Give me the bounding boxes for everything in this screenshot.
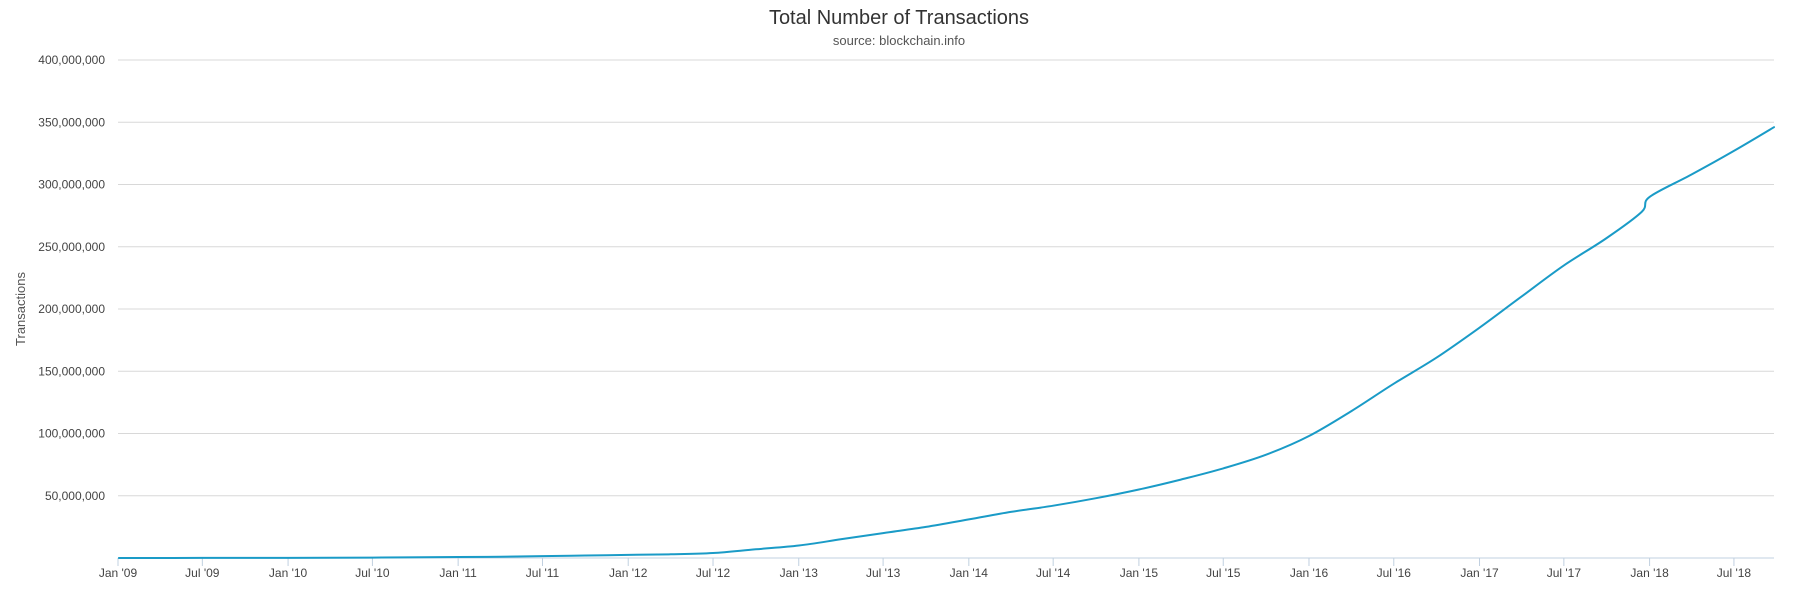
y-axis-title: Transactions [13, 272, 28, 346]
data-point [1479, 327, 1481, 329]
data-point [1393, 383, 1395, 385]
data-point [201, 557, 203, 559]
series-group [117, 126, 1775, 559]
x-tick-label: Jan '11 [439, 566, 477, 580]
x-tick-label: Jul '12 [696, 566, 731, 580]
x-tick-label: Jan '18 [1630, 566, 1669, 580]
gridlines [118, 59, 1774, 497]
y-tick-label: 100,000,000 [38, 427, 105, 441]
data-point [118, 557, 120, 559]
data-point [1563, 264, 1565, 266]
data-point [371, 557, 373, 559]
data-point [1606, 237, 1608, 239]
data-point [1052, 505, 1054, 507]
x-tick-label: Jul '14 [1036, 566, 1071, 580]
data-point [457, 556, 459, 558]
y-tick-label: 400,000,000 [38, 53, 105, 67]
data-point [1691, 174, 1693, 176]
x-tick-label: Jan '14 [950, 566, 989, 580]
x-tick-label: Jul '11 [526, 566, 560, 580]
data-point [584, 555, 586, 557]
data-point [1265, 454, 1267, 456]
data-point [840, 538, 842, 540]
x-tick-label: Jan '10 [269, 566, 308, 580]
y-tick-label: 150,000,000 [38, 364, 105, 378]
data-point [755, 548, 757, 550]
chart-title: Total Number of Transactions [769, 7, 1029, 29]
x-tick-label: Jan '16 [1290, 566, 1329, 580]
y-tick-label: 350,000,000 [38, 115, 105, 129]
x-tick-label: Jan '15 [1120, 566, 1159, 580]
y-tick-label: 250,000,000 [38, 240, 105, 254]
chart-subtitle: source: blockchain.info [833, 33, 965, 48]
x-tick-label: Jan '13 [780, 566, 819, 580]
data-point [1350, 410, 1352, 412]
y-tick-label: 200,000,000 [38, 302, 105, 316]
data-point [670, 553, 672, 555]
x-tick-label: Jul '17 [1547, 566, 1582, 580]
x-tick-label: Jul '10 [355, 566, 390, 580]
data-point [1222, 467, 1224, 469]
data-point [1138, 489, 1140, 491]
data-point [542, 555, 544, 557]
data-point [925, 526, 927, 528]
data-point [1180, 479, 1182, 481]
data-point [627, 554, 629, 556]
x-tick-label: Jul '09 [185, 566, 220, 580]
y-axis-labels: 50,000,000 100,000,000 150,000,000 200,000,… [38, 53, 105, 503]
data-point [882, 532, 884, 534]
data-point [1010, 511, 1012, 513]
x-tick-label: Jan '09 [99, 566, 138, 580]
data-point [1308, 435, 1310, 437]
data-point [798, 545, 800, 547]
data-point [287, 557, 289, 559]
data-point [968, 518, 970, 520]
data-point [1095, 497, 1097, 499]
data-point [1521, 296, 1523, 298]
y-tick-label: 300,000,000 [38, 178, 105, 192]
data-point [712, 552, 714, 554]
x-axis: Jan '09 Jul '09 Jan '10 Jul '10 Jan '11 Jul '… [99, 557, 1774, 580]
x-tick-label: Jan '12 [609, 566, 648, 580]
y-tick-label: 50,000,000 [45, 489, 105, 503]
x-tick-label: Jul '15 [1206, 566, 1241, 580]
data-point [1649, 196, 1651, 198]
x-tick-label: Jul '13 [866, 566, 901, 580]
data-point [1641, 211, 1643, 213]
data-point [499, 556, 501, 558]
data-point [1773, 126, 1775, 128]
x-tick-label: Jul '18 [1717, 566, 1752, 580]
data-point [1733, 150, 1735, 152]
x-tick-label: Jan '17 [1460, 566, 1499, 580]
x-tick-label: Jul '16 [1377, 566, 1412, 580]
series-line [117, 126, 1775, 559]
data-point [1436, 357, 1438, 359]
